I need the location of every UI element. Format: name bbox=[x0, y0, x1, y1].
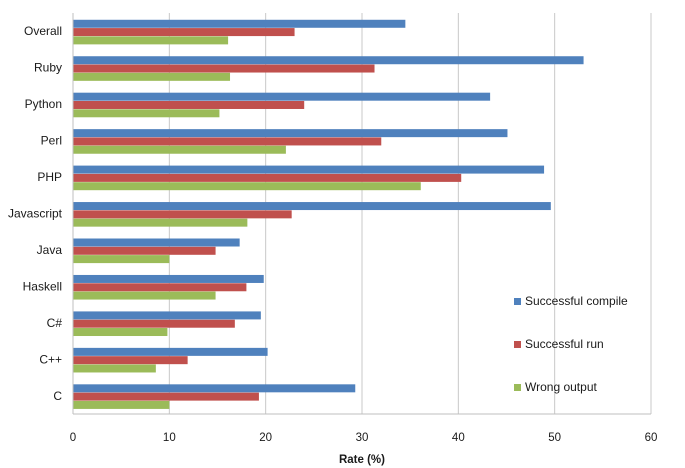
bar-successful-run-c bbox=[73, 392, 259, 401]
bar-successful-compile-haskell bbox=[73, 274, 264, 283]
bar-successful-run-python bbox=[73, 100, 305, 109]
legend-swatch bbox=[514, 384, 521, 391]
bar-successful-run-ruby bbox=[73, 64, 375, 73]
legend-item: Wrong output bbox=[514, 380, 597, 394]
bar-successful-run-c bbox=[73, 356, 188, 365]
legend-item: Successful run bbox=[514, 337, 604, 351]
x-tick-label: 20 bbox=[259, 432, 272, 444]
category-label: Overall bbox=[24, 24, 62, 38]
bar-successful-run-php bbox=[73, 173, 462, 182]
bar-wrong-output-c bbox=[73, 328, 168, 337]
bar-successful-run-java bbox=[73, 246, 216, 255]
legend-swatch bbox=[514, 341, 521, 348]
category-label: Python bbox=[25, 97, 62, 111]
legend-swatch bbox=[514, 298, 521, 305]
x-tick-label: 50 bbox=[548, 432, 561, 444]
bar-successful-compile-c bbox=[73, 311, 261, 320]
category-label: Haskell bbox=[23, 279, 62, 293]
bar-successful-compile-python bbox=[73, 92, 491, 101]
bar-wrong-output-perl bbox=[73, 145, 286, 154]
x-tick-label: 10 bbox=[163, 432, 176, 444]
bar-wrong-output-java bbox=[73, 255, 170, 264]
x-tick-label: 0 bbox=[70, 432, 76, 444]
legend-label: Successful run bbox=[525, 337, 604, 351]
bar-successful-compile-c bbox=[73, 347, 268, 356]
bar-successful-compile-javascript bbox=[73, 202, 551, 211]
bar-wrong-output-ruby bbox=[73, 72, 231, 81]
bar-wrong-output-overall bbox=[73, 36, 229, 45]
bar-successful-compile-perl bbox=[73, 129, 508, 138]
category-label: Javascript bbox=[8, 207, 63, 221]
bar-successful-compile-php bbox=[73, 165, 545, 174]
bar-wrong-output-c bbox=[73, 400, 170, 409]
bar-wrong-output-php bbox=[73, 182, 421, 191]
bar-wrong-output-javascript bbox=[73, 218, 248, 227]
category-label: C# bbox=[47, 316, 63, 330]
bars bbox=[73, 19, 584, 409]
gridlines bbox=[168, 13, 652, 414]
category-label: C bbox=[53, 389, 62, 403]
x-tick-labels: 0 10 20 30 40 50 60 bbox=[70, 432, 658, 444]
bar-successful-compile-c bbox=[73, 384, 356, 393]
category-label: C++ bbox=[39, 352, 62, 366]
x-axis-title: Rate (%) bbox=[339, 454, 385, 466]
x-tick-label: 30 bbox=[356, 432, 369, 444]
category-label: Perl bbox=[41, 134, 62, 148]
bar-successful-run-c bbox=[73, 319, 235, 328]
bar-wrong-output-python bbox=[73, 109, 220, 118]
category-label: Ruby bbox=[34, 61, 62, 75]
category-label: Java bbox=[37, 243, 63, 257]
bar-wrong-output-c bbox=[73, 364, 156, 373]
category-labels: Overall Ruby Python Perl PHP Javascript Java Ha… bbox=[8, 24, 63, 403]
bar-successful-run-javascript bbox=[73, 210, 292, 219]
x-tick-label: 40 bbox=[452, 432, 465, 444]
bar-successful-run-overall bbox=[73, 28, 295, 37]
bar-successful-run-haskell bbox=[73, 283, 247, 292]
legend-label: Wrong output bbox=[525, 380, 597, 394]
bar-successful-run-perl bbox=[73, 137, 382, 146]
bar-successful-compile-overall bbox=[73, 19, 406, 28]
legend-label: Successful compile bbox=[525, 294, 628, 308]
bar-wrong-output-haskell bbox=[73, 291, 216, 300]
legend-item: Successful compile bbox=[514, 294, 628, 308]
legend: Successful compile Successful run Wrong ou… bbox=[514, 294, 628, 394]
bar-successful-compile-java bbox=[73, 238, 240, 247]
category-label: PHP bbox=[37, 170, 62, 184]
x-tick-label: 60 bbox=[645, 432, 658, 444]
bar-successful-compile-ruby bbox=[73, 56, 584, 65]
